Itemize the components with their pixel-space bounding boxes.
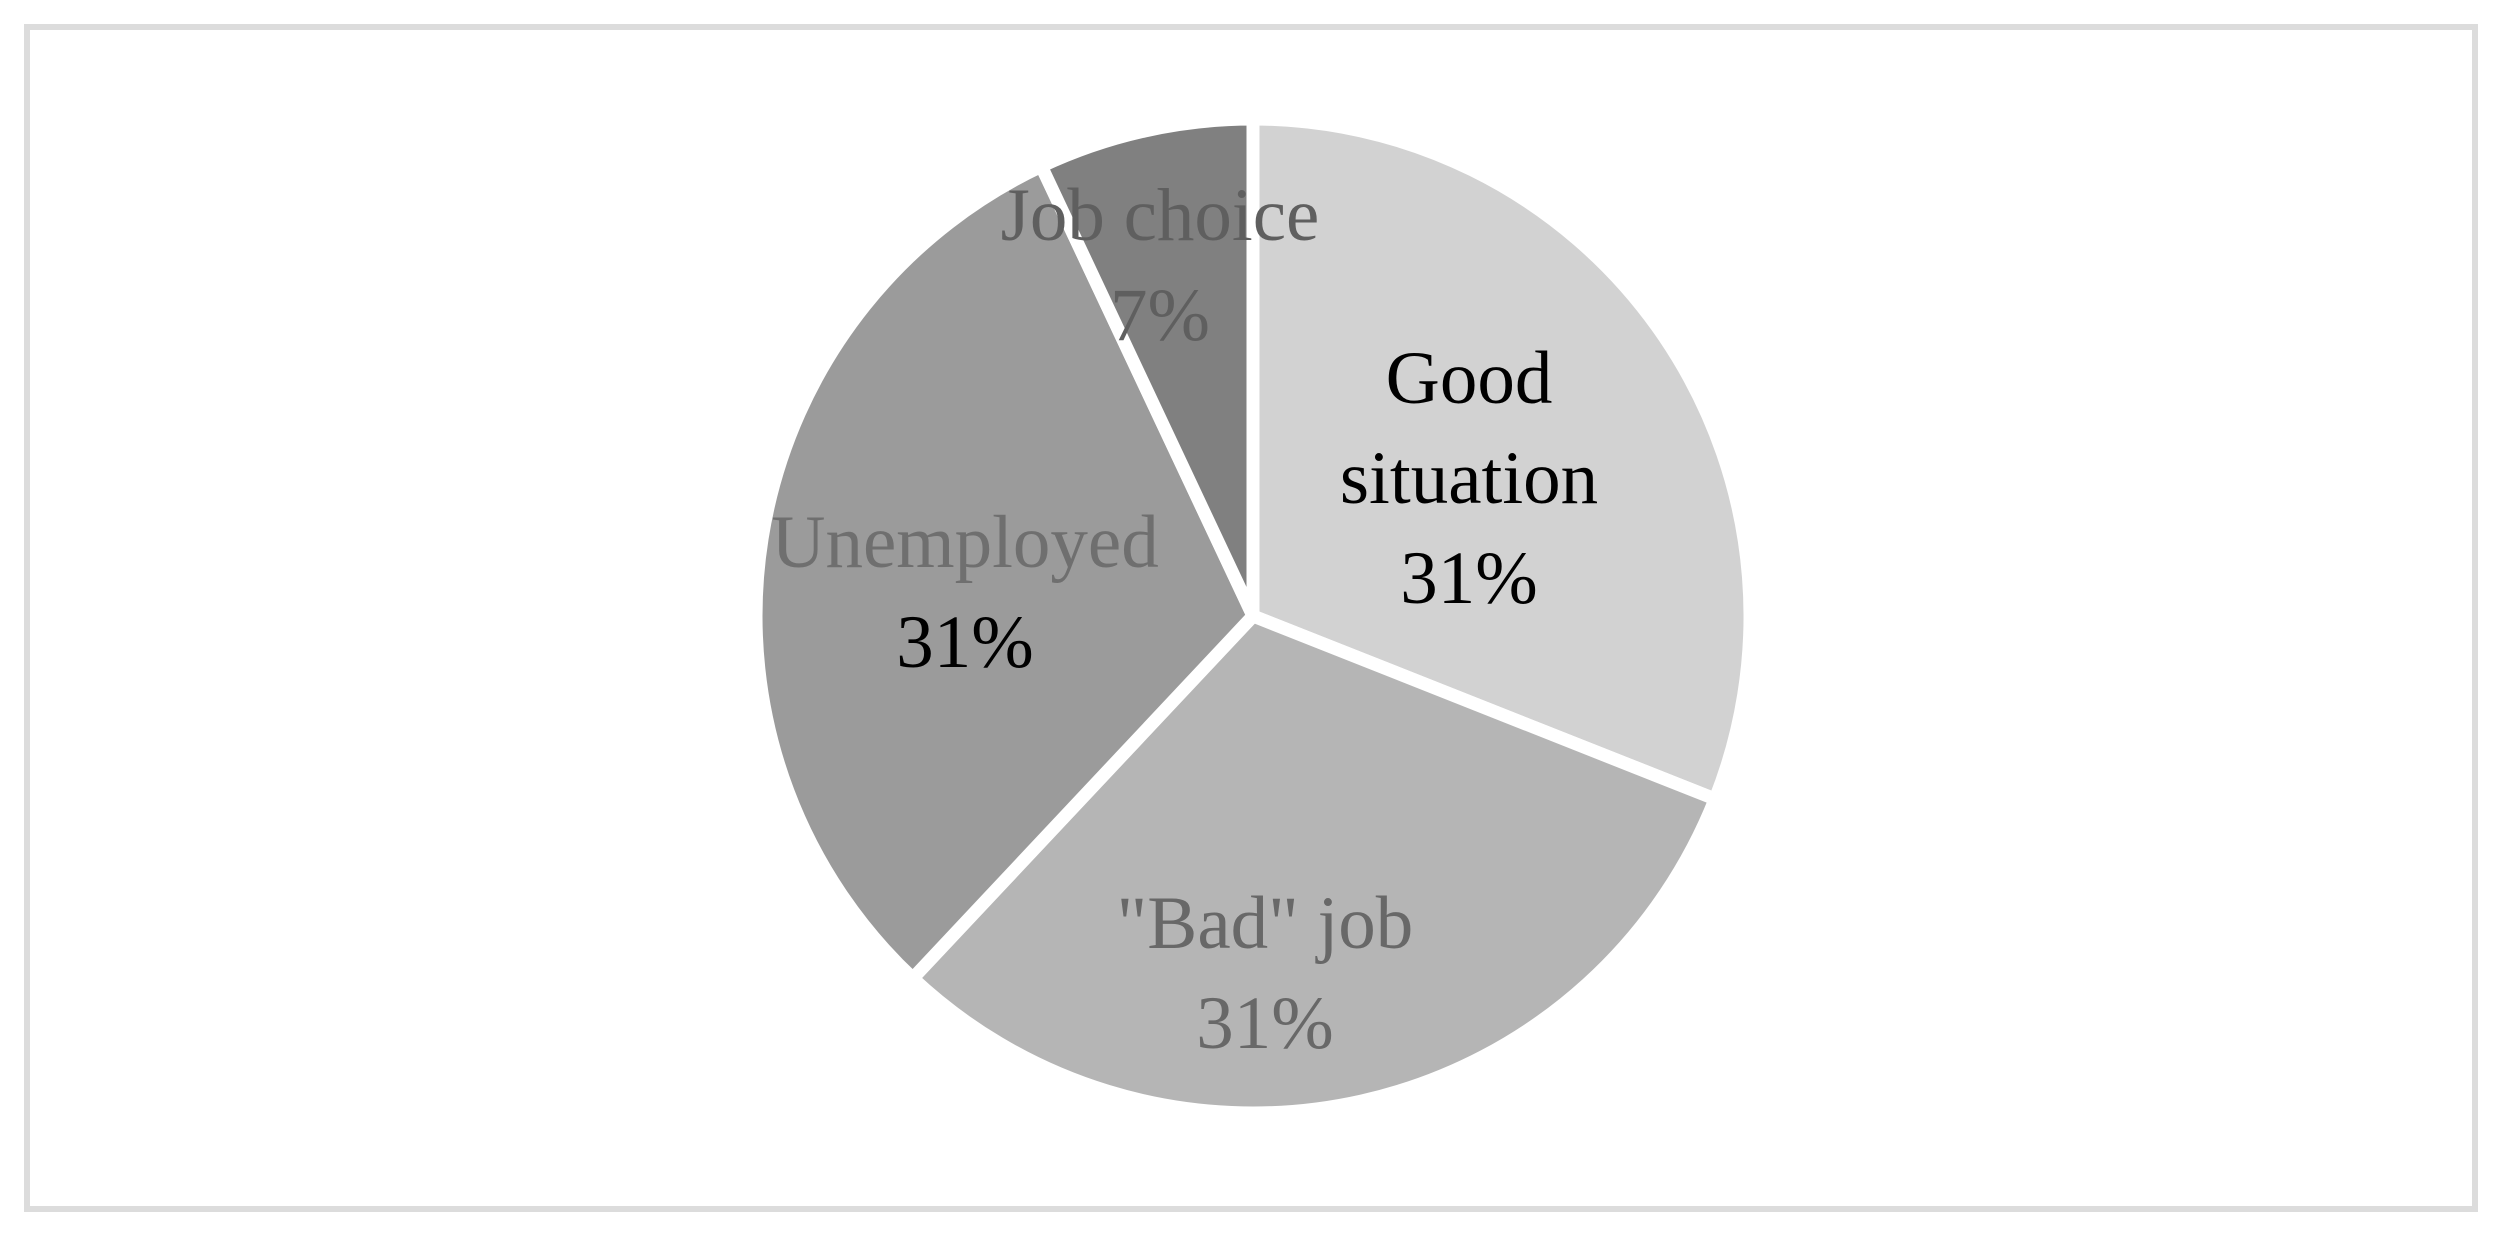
slice-name-text: "Bad" job (1116, 882, 1414, 965)
pie-slice-good-situation (1246, 112, 1757, 806)
pie-slice-job-choice (1034, 112, 1260, 623)
pie-slice-bad-job (906, 609, 1722, 1120)
slice-name-text: Good situation (1339, 337, 1599, 520)
slice-name-text: Unemployed (771, 501, 1159, 584)
slice-value-text: 31% (896, 601, 1034, 684)
pie-label-job-choice: Job choice 7% (1001, 166, 1320, 366)
pie-slice-unemployed (749, 159, 1260, 985)
slice-name-text: Job choice (1000, 174, 1320, 257)
slice-value-text: 7% (1110, 274, 1210, 357)
figure-frame (24, 24, 2478, 1212)
pie-label-unemployed: Unemployed 31% (771, 493, 1158, 693)
slice-value-text: 31% (1196, 982, 1334, 1065)
pie-label-bad-job: "Bad" job 31% (1117, 874, 1414, 1074)
slice-value-text: 31% (1400, 537, 1538, 620)
pie-label-good-situation: Good situation 31% (1254, 329, 1684, 629)
